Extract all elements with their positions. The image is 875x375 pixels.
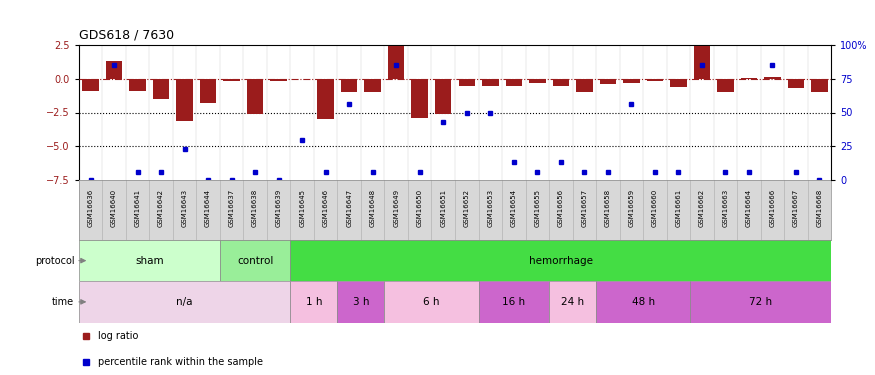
Bar bbox=[764, 77, 780, 79]
Text: 3 h: 3 h bbox=[353, 297, 369, 307]
Bar bbox=[670, 79, 687, 87]
Bar bbox=[811, 79, 828, 92]
Bar bbox=[82, 79, 99, 91]
Text: n/a: n/a bbox=[177, 297, 192, 307]
Text: percentile rank within the sample: percentile rank within the sample bbox=[98, 357, 262, 367]
Text: GSM16656: GSM16656 bbox=[558, 189, 564, 227]
Text: GSM16666: GSM16666 bbox=[769, 189, 775, 227]
Bar bbox=[718, 79, 733, 92]
Bar bbox=[788, 79, 804, 88]
Text: log ratio: log ratio bbox=[98, 331, 138, 340]
Text: GSM16643: GSM16643 bbox=[182, 189, 187, 227]
Text: GSM16646: GSM16646 bbox=[323, 189, 329, 227]
Text: GSM16648: GSM16648 bbox=[370, 189, 375, 227]
Bar bbox=[388, 46, 404, 79]
Text: GSM16653: GSM16653 bbox=[487, 189, 493, 227]
Text: GSM16667: GSM16667 bbox=[793, 189, 799, 227]
Text: 24 h: 24 h bbox=[561, 297, 584, 307]
Bar bbox=[223, 79, 240, 81]
Bar bbox=[247, 79, 263, 114]
Bar bbox=[106, 61, 123, 79]
Text: time: time bbox=[52, 297, 74, 307]
Bar bbox=[153, 79, 169, 99]
Text: GSM16644: GSM16644 bbox=[205, 189, 211, 227]
Text: GSM16650: GSM16650 bbox=[416, 189, 423, 227]
Text: GSM16640: GSM16640 bbox=[111, 189, 117, 227]
Bar bbox=[384, 281, 479, 322]
Bar bbox=[270, 79, 287, 81]
Text: 72 h: 72 h bbox=[749, 297, 773, 307]
Text: 6 h: 6 h bbox=[424, 297, 440, 307]
Text: 1 h: 1 h bbox=[305, 297, 322, 307]
Text: GSM16647: GSM16647 bbox=[346, 189, 352, 227]
Text: protocol: protocol bbox=[35, 256, 74, 266]
Bar bbox=[482, 79, 499, 86]
Bar bbox=[623, 79, 640, 83]
Bar bbox=[79, 240, 220, 281]
Bar bbox=[647, 79, 663, 81]
Text: GSM16659: GSM16659 bbox=[628, 189, 634, 227]
Text: GSM16655: GSM16655 bbox=[535, 189, 540, 227]
Bar bbox=[411, 79, 428, 118]
Text: GSM16657: GSM16657 bbox=[581, 189, 587, 227]
Bar bbox=[694, 46, 710, 79]
Bar bbox=[338, 281, 384, 322]
Bar bbox=[318, 79, 334, 119]
Bar bbox=[341, 79, 357, 92]
Bar bbox=[290, 240, 831, 281]
Text: GSM16658: GSM16658 bbox=[605, 189, 611, 227]
Text: GSM16661: GSM16661 bbox=[676, 189, 682, 227]
Bar bbox=[458, 79, 475, 86]
Bar bbox=[690, 281, 831, 322]
Bar bbox=[220, 240, 290, 281]
Bar bbox=[479, 281, 550, 322]
Text: GSM16663: GSM16663 bbox=[723, 189, 728, 227]
Text: GSM16662: GSM16662 bbox=[699, 189, 705, 227]
Text: GSM16649: GSM16649 bbox=[393, 189, 399, 227]
Text: GSM16652: GSM16652 bbox=[464, 189, 470, 227]
Bar bbox=[596, 281, 690, 322]
Text: GSM16639: GSM16639 bbox=[276, 189, 282, 227]
Text: GSM16668: GSM16668 bbox=[816, 189, 822, 227]
Bar bbox=[200, 79, 216, 103]
Text: GSM16660: GSM16660 bbox=[652, 189, 658, 227]
Text: GSM16636: GSM16636 bbox=[88, 189, 94, 227]
Text: GSM16645: GSM16645 bbox=[299, 189, 305, 227]
Bar bbox=[365, 79, 381, 92]
Bar bbox=[529, 79, 545, 83]
Text: GSM16637: GSM16637 bbox=[228, 189, 234, 227]
Bar bbox=[576, 79, 592, 92]
Bar bbox=[550, 281, 596, 322]
Text: hemorrhage: hemorrhage bbox=[528, 256, 593, 266]
Text: GDS618 / 7630: GDS618 / 7630 bbox=[79, 28, 174, 41]
Bar bbox=[130, 79, 146, 91]
Text: GSM16638: GSM16638 bbox=[252, 189, 258, 227]
Text: GSM16642: GSM16642 bbox=[158, 189, 164, 227]
Text: 48 h: 48 h bbox=[632, 297, 654, 307]
Bar bbox=[553, 79, 569, 86]
Bar bbox=[435, 79, 452, 114]
Text: control: control bbox=[237, 256, 273, 266]
Bar bbox=[599, 79, 616, 84]
Bar bbox=[506, 79, 522, 86]
Text: GSM16641: GSM16641 bbox=[135, 189, 141, 227]
Text: sham: sham bbox=[135, 256, 164, 266]
Bar bbox=[177, 79, 192, 121]
Text: GSM16654: GSM16654 bbox=[511, 189, 517, 227]
Bar bbox=[290, 281, 338, 322]
Text: GSM16664: GSM16664 bbox=[746, 189, 752, 227]
Bar bbox=[294, 79, 311, 80]
Bar bbox=[79, 281, 290, 322]
Bar bbox=[741, 78, 757, 79]
Text: 16 h: 16 h bbox=[502, 297, 525, 307]
Text: GSM16651: GSM16651 bbox=[440, 189, 446, 227]
